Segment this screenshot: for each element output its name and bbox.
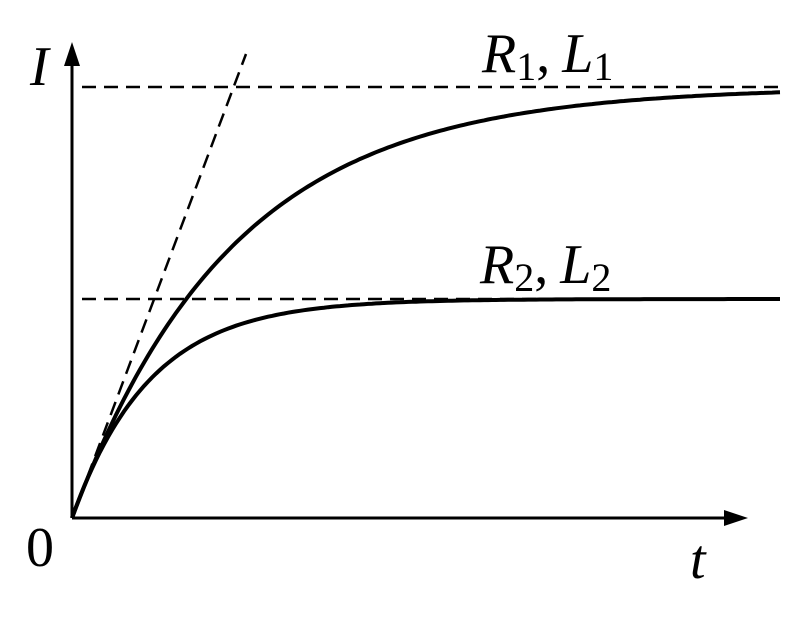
l-sub: 1 [593, 44, 613, 89]
curve-1-label: R1, L1 [481, 23, 613, 89]
l: L [559, 234, 591, 296]
l: L [561, 23, 593, 85]
r: R [479, 234, 514, 296]
r-sub: 1 [516, 44, 536, 89]
x-arrow [724, 510, 748, 526]
r: R [481, 23, 516, 85]
origin-label: 0 [26, 517, 54, 579]
tangent [70, 53, 248, 519]
y-label: I [29, 36, 51, 98]
separator: , [534, 234, 548, 296]
curve-1 [70, 90, 781, 519]
y-arrow [64, 42, 80, 66]
x-label: t [690, 529, 707, 591]
separator: , [536, 23, 550, 85]
curve-2-label: R2, L2 [479, 234, 611, 300]
l-sub: 2 [591, 255, 611, 300]
curve-2 [70, 297, 780, 519]
r-sub: 2 [514, 255, 534, 300]
